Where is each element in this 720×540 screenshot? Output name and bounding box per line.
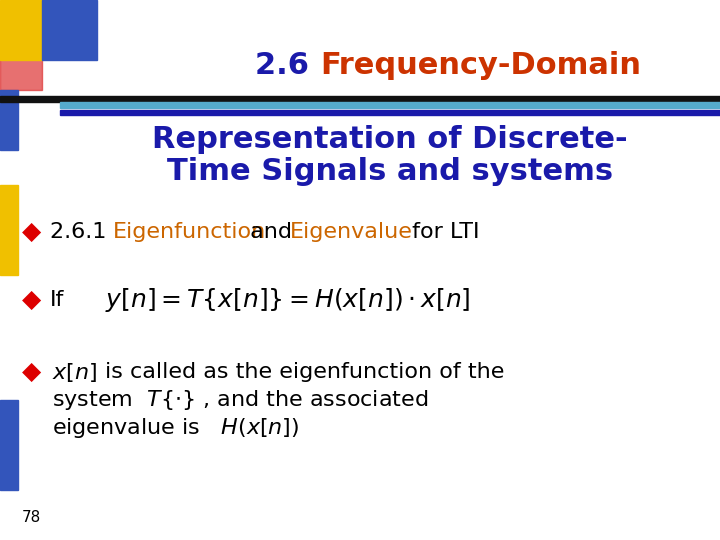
Text: 2.6.1: 2.6.1: [50, 222, 114, 242]
Bar: [0, 96, 720, 102]
Text: is called as the eigenfunction of the: is called as the eigenfunction of the: [105, 362, 505, 382]
Text: Representation of Discrete-: Representation of Discrete-: [152, 125, 628, 154]
Text: 2.6: 2.6: [256, 51, 320, 79]
Text: Frequency-Domain: Frequency-Domain: [320, 51, 641, 79]
Text: Eigenfunction: Eigenfunction: [113, 222, 266, 242]
Text: Time Signals and systems: Time Signals and systems: [167, 158, 613, 186]
Text: ◆: ◆: [22, 220, 42, 244]
Bar: [0, 0, 42, 60]
Text: $y[n]=T\{x[n]\}=H(x[n])\cdot x[n]$: $y[n]=T\{x[n]\}=H(x[n])\cdot x[n]$: [105, 286, 471, 314]
Text: for LTI: for LTI: [405, 222, 480, 242]
Text: and: and: [243, 222, 299, 242]
Bar: [0, 40, 42, 90]
Text: $x[n]$: $x[n]$: [52, 361, 97, 383]
Text: eigenvalue is   $H(x[n])$: eigenvalue is $H(x[n])$: [52, 416, 300, 440]
Bar: [42, 0, 97, 60]
Text: If: If: [50, 290, 64, 310]
Bar: [0, 185, 18, 275]
Bar: [60, 102, 720, 108]
Text: ◆: ◆: [22, 288, 42, 312]
Text: Eigenvalue: Eigenvalue: [290, 222, 413, 242]
Bar: [0, 90, 18, 150]
Bar: [0, 400, 18, 490]
Bar: [60, 110, 720, 115]
Text: 78: 78: [22, 510, 41, 525]
Text: ◆: ◆: [22, 360, 42, 384]
Text: system  $T\{\cdot\}$ , and the associated: system $T\{\cdot\}$ , and the associated: [52, 388, 428, 412]
